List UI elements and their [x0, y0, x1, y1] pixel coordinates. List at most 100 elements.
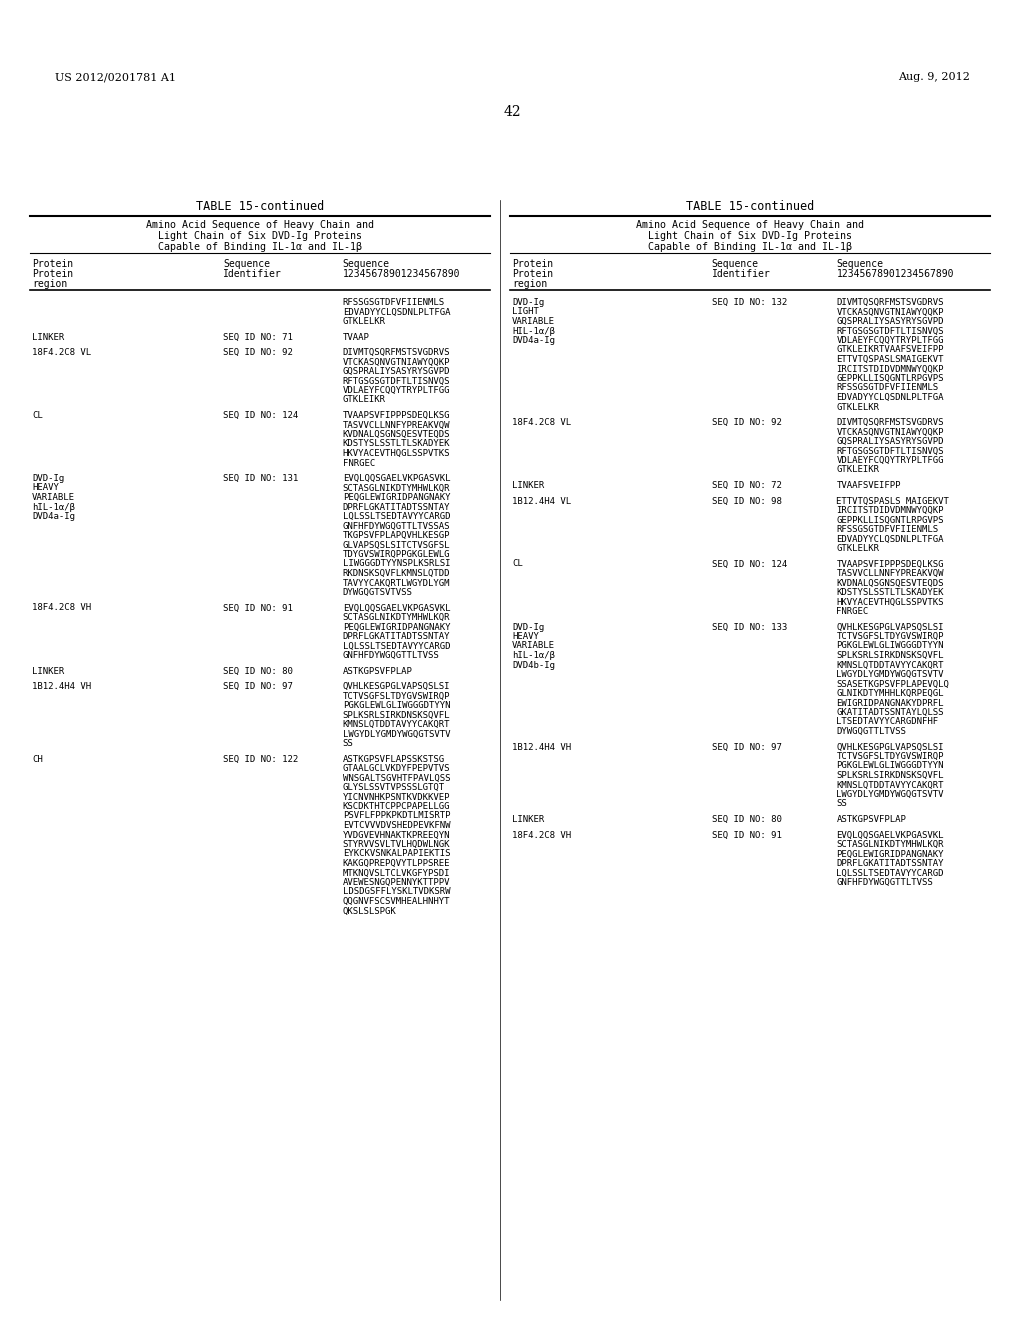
Text: 12345678901234567890: 12345678901234567890 — [837, 269, 954, 279]
Text: 1B12.4H4 VH: 1B12.4H4 VH — [32, 682, 91, 690]
Text: SEQ ID NO: 132: SEQ ID NO: 132 — [712, 298, 786, 308]
Text: GTKLELKR: GTKLELKR — [343, 317, 386, 326]
Text: LINKER: LINKER — [32, 333, 65, 342]
Text: hIL-1α/β: hIL-1α/β — [512, 651, 555, 660]
Text: SEQ ID NO: 124: SEQ ID NO: 124 — [223, 411, 298, 420]
Text: Amino Acid Sequence of Heavy Chain and: Amino Acid Sequence of Heavy Chain and — [636, 220, 864, 230]
Text: EVTCVVVDVSHEDPEVKFNW: EVTCVVVDVSHEDPEVKFNW — [343, 821, 451, 830]
Text: SEQ ID NO: 97: SEQ ID NO: 97 — [712, 742, 781, 751]
Text: SS: SS — [837, 800, 847, 808]
Text: TDYGVSWIRQPPGKGLEWLG: TDYGVSWIRQPPGKGLEWLG — [343, 550, 451, 558]
Text: PGKGLEWLGLIWGGGDTYYN: PGKGLEWLGLIWGGGDTYYN — [837, 762, 944, 771]
Text: Protein: Protein — [32, 269, 73, 279]
Text: GTAALGCLVKDYFPEPVTVS: GTAALGCLVKDYFPEPVTVS — [343, 764, 451, 774]
Text: GLYSLSSVTVPSSSLGTQT: GLYSLSSVTVPSSSLGTQT — [343, 783, 444, 792]
Text: Sequence: Sequence — [837, 259, 884, 269]
Text: CL: CL — [512, 560, 522, 569]
Text: region: region — [512, 279, 547, 289]
Text: SCTASGLNIKDTYMHWLKQR: SCTASGLNIKDTYMHWLKQR — [837, 840, 944, 849]
Text: ASTKGPSVFLAPSSKSTSG: ASTKGPSVFLAPSSKSTSG — [343, 755, 444, 763]
Text: EVQLQQSGAELVKPGASVKL: EVQLQQSGAELVKPGASVKL — [343, 474, 451, 483]
Text: DVD4a-Ig: DVD4a-Ig — [32, 512, 75, 521]
Text: GKATITADTSSNTAYLQLSS: GKATITADTSSNTAYLQLSS — [837, 708, 944, 717]
Text: YICNVNHKPSNTKVDKKVEP: YICNVNHKPSNTKVDKKVEP — [343, 792, 451, 801]
Text: IRCITSTDIDVDMNWYQQKP: IRCITSTDIDVDMNWYQQKP — [837, 364, 944, 374]
Text: PEQGLEWIGRIDPANGNAKY: PEQGLEWIGRIDPANGNAKY — [343, 492, 451, 502]
Text: KVDNALQSGNSQESVTEQDS: KVDNALQSGNSQESVTEQDS — [343, 430, 451, 440]
Text: 18F4.2C8 VL: 18F4.2C8 VL — [512, 418, 571, 426]
Text: Sequence: Sequence — [343, 259, 390, 269]
Text: GTKLEIKR: GTKLEIKR — [837, 466, 880, 474]
Text: SEQ ID NO: 92: SEQ ID NO: 92 — [712, 418, 781, 426]
Text: HIL-1α/β: HIL-1α/β — [512, 326, 555, 335]
Text: EDVADYYCLQSDNLPLTFGA: EDVADYYCLQSDNLPLTFGA — [343, 308, 451, 317]
Text: 18F4.2C8 VH: 18F4.2C8 VH — [512, 830, 571, 840]
Text: RFTGSGSGTDFTLTISNVQS: RFTGSGSGTDFTLTISNVQS — [837, 446, 944, 455]
Text: GQSPRALIYSASYRYSGVPD: GQSPRALIYSASYRYSGVPD — [343, 367, 451, 376]
Text: GLVAPSQSLSITCTVSGFSL: GLVAPSQSLSITCTVSGFSL — [343, 540, 451, 549]
Text: TCTVSGFSLTDYGVSWIRQP: TCTVSGFSLTDYGVSWIRQP — [837, 752, 944, 762]
Text: SEQ ID NO: 71: SEQ ID NO: 71 — [223, 333, 293, 342]
Text: LTSEDTAVYYCARGDNFHF: LTSEDTAVYYCARGDNFHF — [837, 718, 939, 726]
Text: LQLSSLTSEDTAVYYCARGD: LQLSSLTSEDTAVYYCARGD — [343, 642, 451, 651]
Text: MTKNQVSLTCLVKGFYPSDI: MTKNQVSLTCLVKGFYPSDI — [343, 869, 451, 878]
Text: YVDGVEVHNAKTKPREEQYN: YVDGVEVHNAKTKPREEQYN — [343, 830, 451, 840]
Text: TASVVCLLNNFYPREAKVQW: TASVVCLLNNFYPREAKVQW — [343, 421, 451, 429]
Text: LWGYDLYGMDYWGQGTSVTV: LWGYDLYGMDYWGQGTSVTV — [837, 671, 944, 678]
Text: US 2012/0201781 A1: US 2012/0201781 A1 — [55, 73, 176, 82]
Text: TKGPSVFPLAPQVHLKESGP: TKGPSVFPLAPQVHLKESGP — [343, 531, 451, 540]
Text: SEQ ID NO: 124: SEQ ID NO: 124 — [712, 560, 786, 569]
Text: Amino Acid Sequence of Heavy Chain and: Amino Acid Sequence of Heavy Chain and — [146, 220, 374, 230]
Text: TAVYYCAKQRTLWGYDLYGM: TAVYYCAKQRTLWGYDLYGM — [343, 578, 451, 587]
Text: EVQLQQSGAELVKPGASVKL: EVQLQQSGAELVKPGASVKL — [343, 603, 451, 612]
Text: VTCKASQNVGTNIAWYQQKP: VTCKASQNVGTNIAWYQQKP — [837, 308, 944, 317]
Text: TVAAPSVFIPPPSDEQLKSG: TVAAPSVFIPPPSDEQLKSG — [837, 560, 944, 569]
Text: 1B12.4H4 VL: 1B12.4H4 VL — [512, 496, 571, 506]
Text: SEQ ID NO: 72: SEQ ID NO: 72 — [712, 480, 781, 490]
Text: LINKER: LINKER — [512, 814, 544, 824]
Text: TCTVSGFSLTDYGVSWIRQP: TCTVSGFSLTDYGVSWIRQP — [343, 692, 451, 701]
Text: Protein: Protein — [512, 259, 553, 269]
Text: STYRVVSVLTVLHQDWLNGK: STYRVVSVLTVLHQDWLNGK — [343, 840, 451, 849]
Text: GQSPRALIYSASYRYSGVPD: GQSPRALIYSASYRYSGVPD — [837, 437, 944, 446]
Text: QQGNVFSCSVMHEALHNHYT: QQGNVFSCSVMHEALHNHYT — [343, 898, 451, 906]
Text: EYKCKVSNKALPAPIEKTIS: EYKCKVSNKALPAPIEKTIS — [343, 850, 451, 858]
Text: GTKLEIKRTVAAFSVEIFPP: GTKLEIKRTVAAFSVEIFPP — [837, 346, 944, 355]
Text: VDLAEYFCQQYTRYPLTFGG: VDLAEYFCQQYTRYPLTFGG — [343, 385, 451, 395]
Text: LDSDGSFFLYSKLTVDKSRW: LDSDGSFFLYSKLTVDKSRW — [343, 887, 451, 896]
Text: TABLE 15-continued: TABLE 15-continued — [686, 201, 814, 213]
Text: DVD4a-Ig: DVD4a-Ig — [512, 337, 555, 345]
Text: TABLE 15-continued: TABLE 15-continued — [196, 201, 325, 213]
Text: HEAVY: HEAVY — [512, 632, 539, 642]
Text: SEQ ID NO: 131: SEQ ID NO: 131 — [223, 474, 298, 483]
Text: SS: SS — [343, 739, 353, 748]
Text: DVD-Ig: DVD-Ig — [512, 623, 544, 631]
Text: QVHLKESGPGLVAPSQSLSI: QVHLKESGPGLVAPSQSLSI — [837, 623, 944, 631]
Text: GEPPKLLISQGNTLRPGVPS: GEPPKLLISQGNTLRPGVPS — [837, 374, 944, 383]
Text: PGKGLEWLGLIWGGGDTYYN: PGKGLEWLGLIWGGGDTYYN — [343, 701, 451, 710]
Text: ASTKGPSVFPLAP: ASTKGPSVFPLAP — [837, 814, 906, 824]
Text: RFTGSGSGTDFTLTISNVQS: RFTGSGSGTDFTLTISNVQS — [343, 376, 451, 385]
Text: GQSPRALIYSASYRYSGVPD: GQSPRALIYSASYRYSGVPD — [837, 317, 944, 326]
Text: LIGHT: LIGHT — [512, 308, 539, 317]
Text: GEPPKLLISQGNTLRPGVPS: GEPPKLLISQGNTLRPGVPS — [837, 516, 944, 524]
Text: 1B12.4H4 VH: 1B12.4H4 VH — [512, 742, 571, 751]
Text: RFSSGSGTDFVFIIENMLS: RFSSGSGTDFVFIIENMLS — [343, 298, 444, 308]
Text: SPLKSRLSIRKDNSKSQVFL: SPLKSRLSIRKDNSKSQVFL — [343, 710, 451, 719]
Text: DPRFLGKATITADTSSNTAY: DPRFLGKATITADTSSNTAY — [343, 503, 451, 511]
Text: KAKGQPREPQVYTLPPSREE: KAKGQPREPQVYTLPPSREE — [343, 859, 451, 869]
Text: LQLSSLTSEDTAVYYCARGD: LQLSSLTSEDTAVYYCARGD — [343, 512, 451, 521]
Text: TVAAP: TVAAP — [343, 333, 370, 342]
Text: LWGYDLYGMDYWGQGTSVTV: LWGYDLYGMDYWGQGTSVTV — [343, 730, 451, 738]
Text: LQLSSLTSEDTAVYYCARGD: LQLSSLTSEDTAVYYCARGD — [837, 869, 944, 878]
Text: Identifier: Identifier — [712, 269, 770, 279]
Text: Light Chain of Six DVD-Ig Proteins: Light Chain of Six DVD-Ig Proteins — [648, 231, 852, 242]
Text: ASTKGPSVFPLAP: ASTKGPSVFPLAP — [343, 667, 413, 676]
Text: DIVMTQSQRFMSTSVGDRVS: DIVMTQSQRFMSTSVGDRVS — [343, 348, 451, 356]
Text: SEQ ID NO: 91: SEQ ID NO: 91 — [223, 603, 293, 612]
Text: PEQGLEWIGRIDPANGNAKY: PEQGLEWIGRIDPANGNAKY — [343, 623, 451, 631]
Text: AVEWESNGQPENNYKTTPPV: AVEWESNGQPENNYKTTPPV — [343, 878, 451, 887]
Text: VDLAEYFCQQYTRYPLTFGG: VDLAEYFCQQYTRYPLTFGG — [837, 455, 944, 465]
Text: KVDNALQSGNSQESVTEQDS: KVDNALQSGNSQESVTEQDS — [837, 578, 944, 587]
Text: ETTVTQSPASLSMAIGEKVT: ETTVTQSPASLSMAIGEKVT — [837, 355, 944, 364]
